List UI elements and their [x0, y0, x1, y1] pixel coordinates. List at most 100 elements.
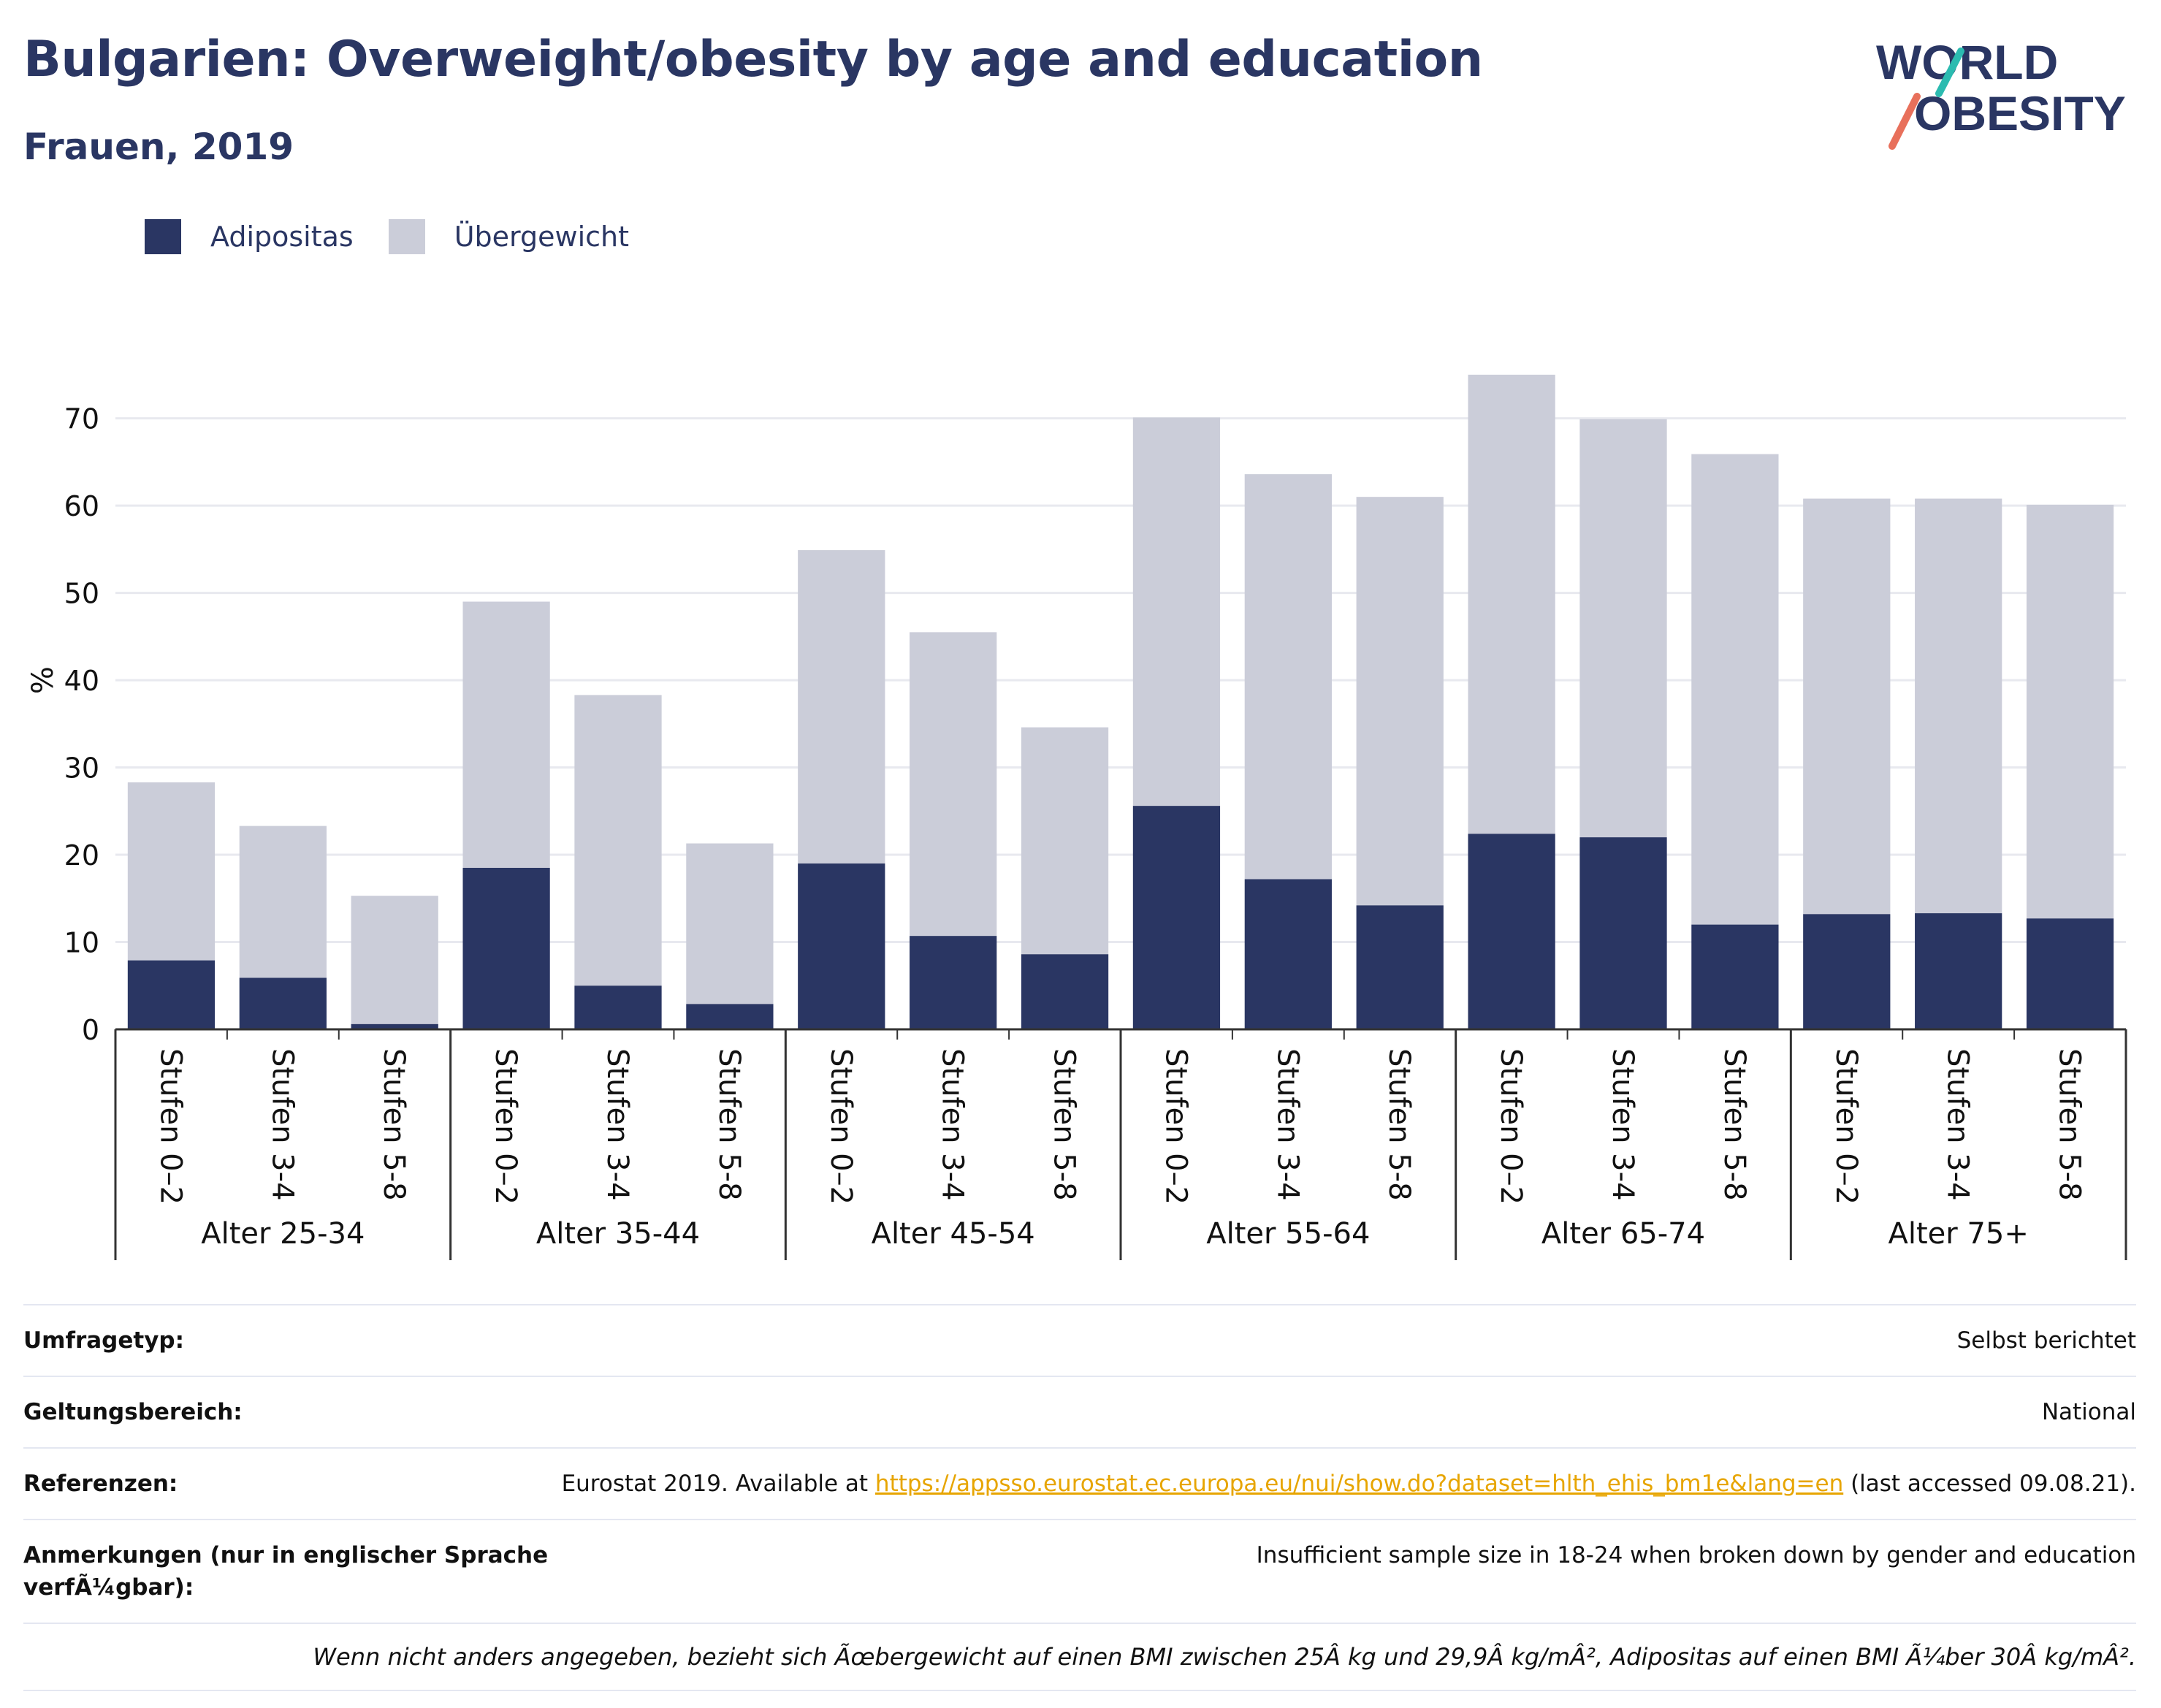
y-tick-label: 40 [64, 665, 99, 697]
info-value: National [2041, 1399, 2136, 1425]
y-tick-label: 60 [64, 490, 99, 522]
x-tick-label: Stufen 0–2 [1829, 1048, 1863, 1205]
info-footnote: Wenn nicht anders angegeben, bezieht sic… [23, 1623, 2136, 1691]
bar-obesity [686, 1004, 774, 1029]
x-tick-label: Stufen 0–2 [1159, 1048, 1192, 1205]
bar-overweight [351, 896, 438, 1024]
bar-chart: 0 10 20 30 40 50 60 70% Stufen 0–2 Stufen 3-4 Stuf… [26, 374, 2127, 1260]
bar-obesity [462, 867, 550, 1029]
bar-overweight [1691, 454, 1779, 925]
bar-overweight [1579, 419, 1667, 838]
x-tick-label: Stufen 0–2 [824, 1048, 858, 1205]
bar-obesity [1244, 879, 1332, 1029]
bar-obesity [1803, 914, 1891, 1029]
bar-obesity [1468, 834, 1555, 1029]
bar-overweight [1356, 497, 1444, 906]
x-tick-label: Stufen 5-8 [1048, 1048, 1081, 1201]
chart-subtitle: Frauen, 2019 [23, 126, 294, 168]
reference-prefix: Eurostat 2019. Available at [561, 1471, 875, 1497]
info-row-notes: Anmerkungen (nur in englischer Sprache v… [23, 1519, 2136, 1623]
group-label: Alter 65-74 [1541, 1217, 1705, 1251]
bar-obesity [1579, 837, 1667, 1029]
info-row-references: Referenzen: Eurostat 2019. Available at … [23, 1447, 2136, 1519]
bar-obesity [1356, 905, 1444, 1029]
bar-overweight [910, 632, 997, 937]
group-label: Alter 75+ [1888, 1217, 2028, 1251]
y-tick-label: 20 [64, 839, 99, 872]
bar-obesity [351, 1023, 438, 1029]
info-row-coverage: Geltungsbereich: National [23, 1376, 2136, 1447]
info-key: Anmerkungen (nur in englischer Sprache v… [23, 1542, 549, 1601]
x-tick-label: Stufen 0–2 [1494, 1048, 1528, 1205]
bar-obesity [910, 936, 997, 1029]
info-table: Umfragetyp: Selbst berichtet Geltungsber… [23, 1304, 2136, 1691]
group-label: Alter 25-34 [201, 1217, 365, 1251]
group-label: Alter 55-64 [1206, 1217, 1370, 1251]
legend-item-obesity[interactable]: Adipositas [145, 219, 354, 254]
info-value: Selbst berichtet [1956, 1327, 2136, 1354]
group-label: Alter 35-44 [536, 1217, 700, 1251]
x-tick-label: Stufen 3-4 [1606, 1048, 1639, 1201]
world-obesity-logo: WORLD OBESITY [1876, 35, 2126, 150]
bar-overweight [2026, 504, 2114, 919]
y-tick-label: 50 [64, 578, 99, 610]
y-tick-label: 10 [64, 927, 99, 959]
bar-overweight [1915, 498, 2002, 914]
bar-obesity [127, 960, 216, 1029]
legend-label-obesity: Adipositas [210, 221, 354, 253]
info-value: Eurostat 2019. Available at https://apps… [549, 1468, 2136, 1500]
y-tick-label: 70 [64, 403, 99, 435]
legend-swatch-obesity [145, 219, 181, 254]
bar-overweight [1468, 374, 1555, 834]
group-label: Alter 45-54 [872, 1217, 1035, 1251]
x-tick-label: Stufen 5-8 [2053, 1048, 2086, 1201]
bar-overweight [1244, 474, 1332, 880]
legend-item-overweight[interactable]: Übergewicht [388, 219, 629, 254]
legend-label-overweight: Übergewicht [454, 221, 629, 253]
x-tick-label: Stufen 0–2 [153, 1048, 187, 1205]
bar-overweight [1803, 498, 1891, 915]
logo-line1: WORLD [1876, 35, 2058, 89]
info-key: Geltungsbereich: [23, 1399, 243, 1425]
bar-obesity [239, 977, 327, 1029]
x-tick-label: Stufen 0–2 [489, 1048, 522, 1205]
bar-obesity [2026, 918, 2114, 1029]
bar-obesity [1132, 806, 1221, 1029]
bar-obesity [1915, 913, 2002, 1029]
logo-teal-slash [1935, 47, 1964, 97]
info-value: Insufficient sample size in 18-24 when b… [1256, 1542, 2136, 1568]
x-tick-label: Stufen 3-4 [265, 1048, 299, 1201]
y-tick-label: 0 [82, 1014, 99, 1046]
bar-overweight [462, 601, 550, 868]
x-tick-label: Stufen 5-8 [712, 1048, 746, 1201]
info-key: Referenzen: [23, 1471, 178, 1497]
bar-overweight [239, 826, 327, 978]
bar-overweight [127, 782, 216, 961]
reference-link[interactable]: https://appsso.eurostat.ec.europa.eu/nui… [874, 1471, 1844, 1497]
bar-overweight [1021, 727, 1109, 955]
bar-overweight [574, 695, 662, 986]
bar-obesity [574, 985, 662, 1029]
x-tick-label: Stufen 5-8 [377, 1048, 411, 1201]
y-axis-label: % [26, 666, 60, 694]
x-tick-label: Stufen 3-4 [601, 1048, 634, 1201]
x-tick-label: Stufen 3-4 [1270, 1048, 1304, 1201]
bar-overweight [1132, 417, 1221, 807]
logo-coral-slash [1889, 93, 1921, 150]
bar-obesity [1021, 954, 1109, 1029]
chart-legend: Adipositas Übergewicht [145, 216, 664, 257]
info-row-survey-type: Umfragetyp: Selbst berichtet [23, 1304, 2136, 1376]
logo-line2: OBESITY [1914, 86, 2126, 140]
bar-overweight [798, 550, 885, 863]
bar-obesity [798, 863, 885, 1029]
y-tick-label: 30 [64, 752, 99, 785]
bar-overweight [686, 843, 774, 1004]
x-tick-label: Stufen 3-4 [1941, 1048, 1975, 1201]
bar-obesity [1691, 924, 1779, 1029]
x-tick-label: Stufen 5-8 [1718, 1048, 1751, 1201]
x-tick-label: Stufen 3-4 [936, 1048, 969, 1201]
x-tick-label: Stufen 5-8 [1382, 1048, 1416, 1201]
chart-title: Bulgarien: Overweight/obesity by age and… [23, 31, 1483, 88]
legend-swatch-overweight [388, 219, 425, 254]
info-key: Umfragetyp: [23, 1327, 184, 1354]
